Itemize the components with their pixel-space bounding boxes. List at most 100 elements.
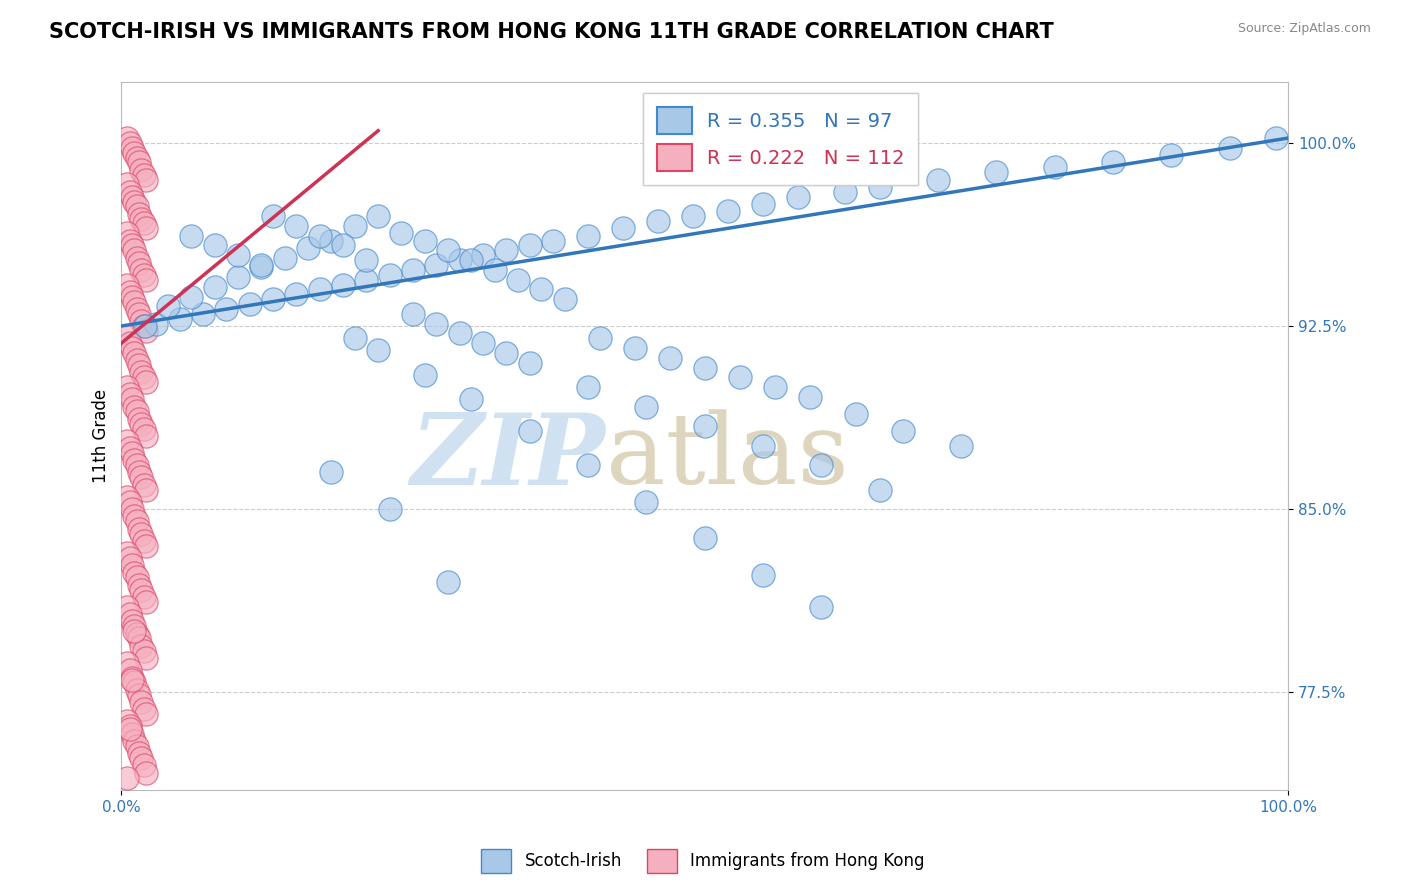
- Point: [121, 671, 143, 685]
- Point: [129, 582, 152, 597]
- Point: [367, 343, 389, 358]
- Point: [845, 407, 868, 421]
- Point: [834, 185, 856, 199]
- Point: [124, 619, 146, 633]
- Point: [135, 324, 157, 338]
- Point: [508, 272, 530, 286]
- Point: [117, 131, 139, 145]
- Point: [308, 282, 330, 296]
- Point: [124, 346, 146, 360]
- Point: [128, 578, 150, 592]
- Point: [128, 207, 150, 221]
- Point: [125, 514, 148, 528]
- Point: [135, 483, 157, 497]
- Point: [124, 145, 146, 160]
- Point: [125, 570, 148, 584]
- Point: [250, 260, 273, 275]
- Point: [169, 311, 191, 326]
- Point: [117, 380, 139, 394]
- Point: [117, 656, 139, 670]
- Point: [343, 331, 366, 345]
- Text: ZIP: ZIP: [411, 409, 606, 506]
- Point: [950, 439, 973, 453]
- Point: [117, 277, 139, 292]
- Point: [125, 404, 148, 418]
- Point: [682, 209, 704, 223]
- Point: [128, 522, 150, 536]
- Point: [118, 719, 141, 733]
- Point: [124, 624, 146, 639]
- Point: [118, 185, 141, 199]
- Point: [124, 675, 146, 690]
- Point: [132, 477, 155, 491]
- Point: [297, 241, 319, 255]
- Point: [132, 318, 155, 333]
- Point: [132, 168, 155, 182]
- Point: [378, 502, 401, 516]
- Point: [121, 392, 143, 407]
- Point: [321, 234, 343, 248]
- Point: [135, 539, 157, 553]
- Point: [191, 307, 214, 321]
- Point: [576, 380, 599, 394]
- Point: [752, 197, 775, 211]
- Point: [132, 702, 155, 716]
- Point: [121, 141, 143, 155]
- Y-axis label: 11th Grade: 11th Grade: [93, 389, 110, 483]
- Point: [129, 211, 152, 226]
- Point: [117, 178, 139, 192]
- Point: [135, 375, 157, 389]
- Point: [124, 566, 146, 580]
- Point: [343, 219, 366, 233]
- Point: [554, 292, 576, 306]
- Point: [134, 318, 156, 333]
- Point: [576, 458, 599, 472]
- Point: [425, 258, 447, 272]
- Point: [332, 277, 354, 292]
- Point: [495, 244, 517, 258]
- Point: [118, 722, 141, 736]
- Point: [262, 292, 284, 306]
- Point: [124, 194, 146, 209]
- Point: [356, 272, 378, 286]
- Point: [356, 253, 378, 268]
- Point: [321, 466, 343, 480]
- Point: [927, 172, 949, 186]
- Point: [124, 734, 146, 748]
- Point: [121, 238, 143, 252]
- Point: [612, 221, 634, 235]
- Point: [129, 162, 152, 177]
- Point: [118, 387, 141, 401]
- Point: [132, 421, 155, 435]
- Point: [541, 234, 564, 248]
- Point: [226, 248, 249, 262]
- Point: [129, 695, 152, 709]
- Point: [135, 651, 157, 665]
- Point: [460, 253, 482, 268]
- Point: [118, 550, 141, 565]
- Point: [986, 165, 1008, 179]
- Point: [530, 282, 553, 296]
- Point: [129, 314, 152, 328]
- Point: [891, 424, 914, 438]
- Point: [128, 411, 150, 425]
- Point: [124, 244, 146, 258]
- Point: [135, 707, 157, 722]
- Point: [413, 234, 436, 248]
- Point: [117, 546, 139, 560]
- Point: [519, 238, 541, 252]
- Point: [472, 248, 495, 262]
- Point: [118, 136, 141, 150]
- Point: [124, 294, 146, 309]
- Point: [402, 263, 425, 277]
- Point: [274, 251, 297, 265]
- Text: Source: ZipAtlas.com: Source: ZipAtlas.com: [1237, 22, 1371, 36]
- Point: [121, 290, 143, 304]
- Point: [285, 219, 308, 233]
- Point: [589, 331, 612, 345]
- Point: [117, 226, 139, 240]
- Point: [226, 270, 249, 285]
- Point: [128, 255, 150, 269]
- Point: [239, 297, 262, 311]
- Point: [810, 458, 832, 472]
